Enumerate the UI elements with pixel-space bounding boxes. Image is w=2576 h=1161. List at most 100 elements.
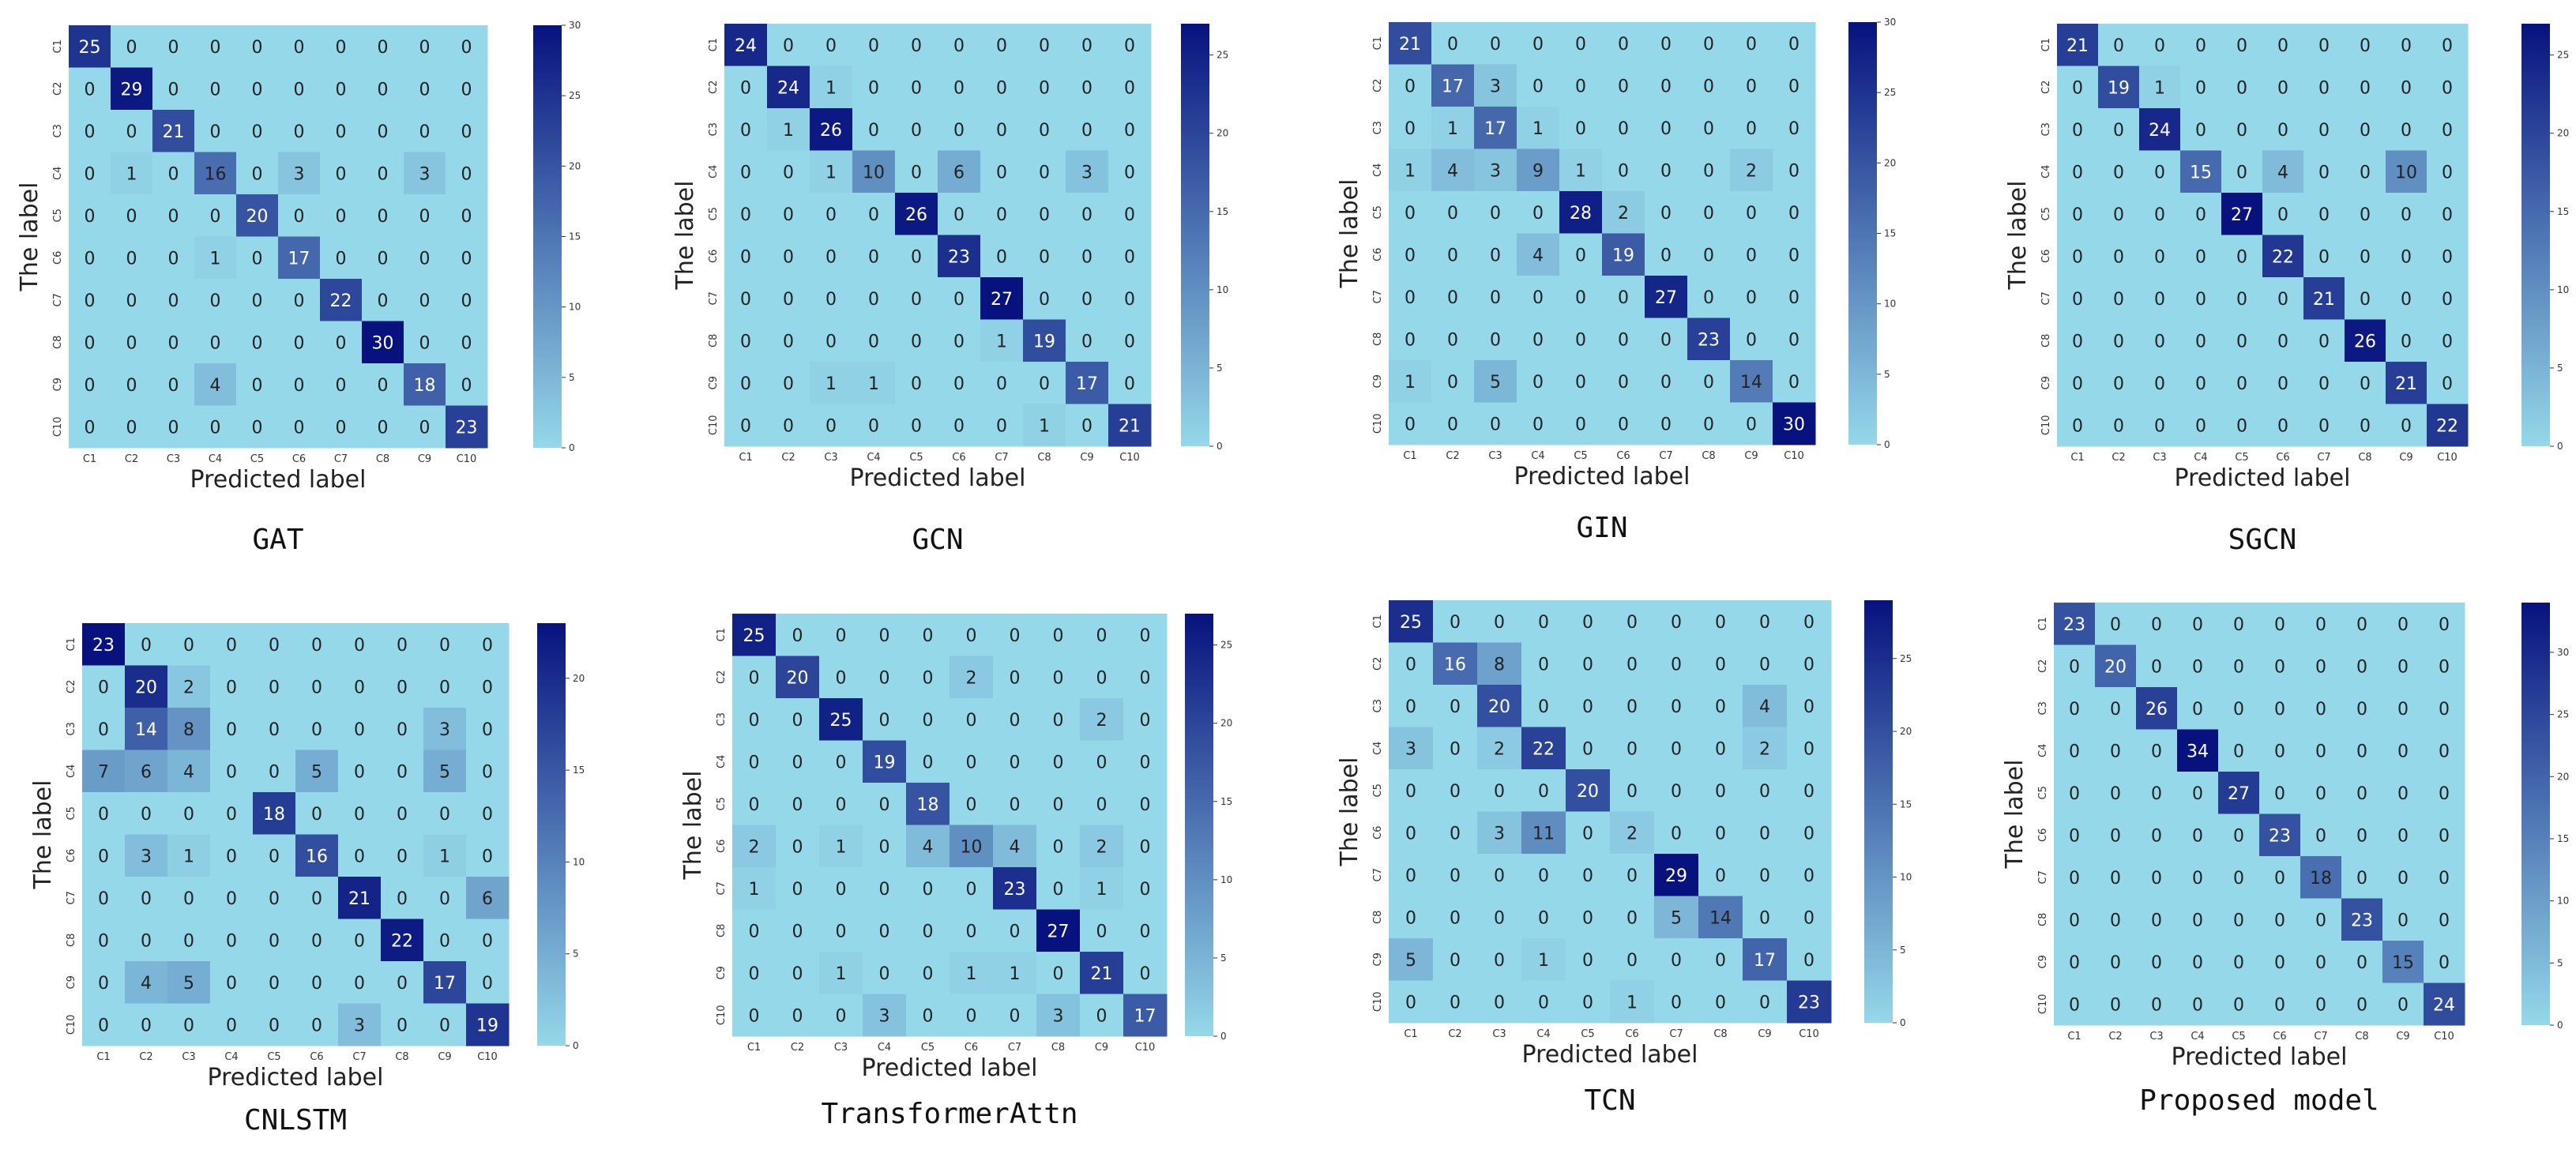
cell-value-label: 0 bbox=[792, 837, 803, 857]
heatmap-cell bbox=[1698, 854, 1743, 896]
heatmap-cell bbox=[2427, 235, 2469, 278]
heatmap-cell bbox=[2057, 193, 2099, 235]
cell-value-label: 29 bbox=[1665, 866, 1687, 886]
cell-value-label: 0 bbox=[923, 753, 934, 772]
cell-value-label: 23 bbox=[456, 418, 478, 438]
heatmap-cell bbox=[1645, 191, 1688, 234]
cell-value-label: 0 bbox=[1803, 866, 1814, 886]
cell-value-label: 0 bbox=[141, 889, 152, 909]
cell-value-label: 0 bbox=[2442, 36, 2453, 56]
y-tick-label: C2 bbox=[2037, 659, 2049, 673]
heatmap-cell bbox=[1559, 402, 1603, 445]
heatmap-cell bbox=[938, 362, 981, 404]
heatmap-cell bbox=[980, 193, 1024, 235]
heatmap-cell bbox=[338, 834, 382, 877]
colorbar-tick-label: 25 bbox=[1884, 87, 1896, 98]
heatmap-cell bbox=[194, 67, 237, 111]
cell-value-label: 0 bbox=[911, 247, 922, 267]
cell-value-label: 0 bbox=[2236, 332, 2247, 351]
cell-value-label: 0 bbox=[419, 333, 431, 353]
heatmap-cell bbox=[1066, 319, 1109, 363]
heatmap-cell bbox=[125, 750, 168, 793]
cell-value-label: 0 bbox=[749, 711, 760, 731]
heatmap-cell bbox=[2095, 856, 2137, 899]
cell-value-label: 0 bbox=[378, 122, 389, 142]
cell-value-label: 0 bbox=[419, 207, 431, 227]
heatmap-cell bbox=[2386, 277, 2427, 320]
heatmap-cell bbox=[1730, 360, 1773, 403]
cell-value-label: 0 bbox=[1053, 795, 1064, 815]
cell-value-label: 0 bbox=[923, 668, 934, 688]
heatmap-cell bbox=[125, 877, 168, 919]
heatmap-cell bbox=[167, 834, 211, 877]
heatmap-cell bbox=[2098, 66, 2140, 109]
heatmap-cell bbox=[1773, 64, 1816, 107]
heatmap-cell bbox=[2054, 772, 2096, 814]
cell-value-label: 0 bbox=[2356, 700, 2367, 720]
cell-value-label: 0 bbox=[1124, 290, 1135, 310]
heatmap-cell bbox=[194, 110, 237, 152]
cell-value-label: 0 bbox=[1626, 613, 1638, 633]
cell-value-label: 0 bbox=[740, 163, 751, 182]
cell-value-label: 0 bbox=[1671, 824, 1682, 844]
cell-value-label: 0 bbox=[461, 249, 472, 269]
cell-value-label: 0 bbox=[461, 122, 472, 142]
heatmap-cell bbox=[2098, 362, 2140, 404]
heatmap-cell bbox=[852, 150, 896, 194]
y-tick-label: C5 bbox=[708, 207, 720, 220]
cell-value-label: 1 bbox=[1575, 161, 1586, 181]
cell-value-label: 0 bbox=[1053, 753, 1064, 772]
x-tick-label: C8 bbox=[1702, 450, 1715, 462]
heatmap-cell bbox=[278, 321, 321, 364]
x-tick-label: C2 bbox=[125, 453, 138, 465]
colorbar-tick-label: 20 bbox=[569, 160, 581, 171]
cell-value-label: 0 bbox=[1140, 795, 1151, 815]
y-tick-label: C6 bbox=[708, 250, 720, 263]
cell-value-label: 0 bbox=[2318, 163, 2330, 182]
heatmap-cell bbox=[1645, 148, 1688, 192]
heatmap-cell bbox=[2218, 813, 2260, 857]
heatmap-cell bbox=[852, 277, 896, 320]
cell-value-label: 29 bbox=[121, 80, 143, 100]
colorbar-tick-label: 15 bbox=[1900, 798, 1912, 810]
cell-value-label: 3 bbox=[1081, 163, 1092, 182]
cell-value-label: 0 bbox=[868, 121, 879, 141]
heatmap-cell bbox=[1521, 769, 1566, 812]
cell-value-label: 0 bbox=[2236, 247, 2247, 267]
heatmap-cell bbox=[2057, 24, 2099, 66]
cell-value-label: 0 bbox=[2195, 36, 2206, 56]
colorbar-tick-label: 0 bbox=[1884, 439, 1890, 450]
heatmap-cell bbox=[1123, 783, 1168, 825]
colorbar-tick-label: 15 bbox=[1217, 206, 1228, 217]
heatmap-cell bbox=[895, 108, 938, 151]
heatmap-cell bbox=[2177, 813, 2219, 857]
heatmap-cell bbox=[2136, 898, 2178, 941]
heatmap-cell bbox=[1566, 980, 1611, 1024]
heatmap-cell bbox=[938, 235, 981, 278]
cell-value-label: 0 bbox=[126, 38, 137, 58]
heatmap-cell bbox=[724, 277, 768, 320]
y-tick-label: C3 bbox=[2037, 701, 2049, 715]
cell-value-label: 18 bbox=[414, 376, 436, 396]
x-tick-label: C7 bbox=[995, 452, 1008, 464]
cell-value-label: 0 bbox=[2233, 995, 2244, 1015]
heatmap-cell bbox=[776, 994, 820, 1037]
heatmap-cell bbox=[2382, 729, 2424, 772]
cell-value-label: 0 bbox=[85, 164, 96, 184]
cell-value-label: 22 bbox=[1532, 739, 1555, 759]
heatmap-cell bbox=[253, 961, 296, 1004]
heatmap-cell bbox=[810, 319, 853, 363]
heatmap-cell bbox=[1431, 64, 1475, 107]
y-tick-label: C7 bbox=[2040, 291, 2052, 305]
cell-value-label: 0 bbox=[2318, 121, 2330, 141]
cell-value-label: 0 bbox=[966, 922, 977, 941]
cell-value-label: 30 bbox=[372, 333, 394, 353]
heatmap-cell bbox=[1517, 360, 1560, 403]
x-tick-label: C1 bbox=[83, 453, 96, 465]
panel-title: GCN bbox=[912, 524, 963, 556]
cell-value-label: 0 bbox=[825, 205, 837, 225]
heatmap-cell bbox=[776, 614, 820, 656]
heatmap-cell bbox=[2180, 24, 2222, 66]
heatmap-cell bbox=[2054, 856, 2096, 899]
colorbar-tick-label: 20 bbox=[1220, 718, 1232, 729]
